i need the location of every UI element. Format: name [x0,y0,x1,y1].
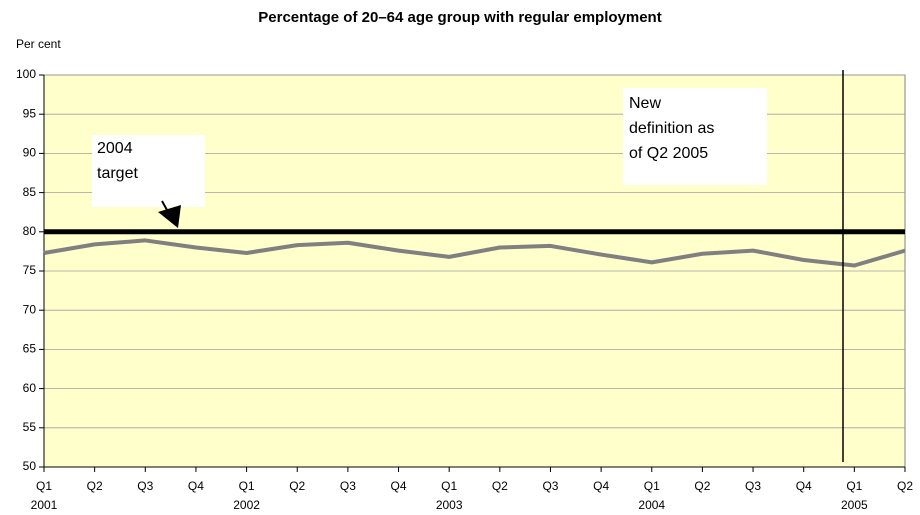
x-group-label: 2001 [31,498,58,512]
annotation-text: definition as [629,120,714,137]
x-tick-label: Q1 [846,479,862,493]
x-tick-label: Q1 [644,479,660,493]
annotation-box [623,88,767,185]
x-tick-label: Q3 [340,479,356,493]
y-tick-label: 60 [23,381,37,395]
x-group-label: 2003 [436,498,463,512]
y-tick-label: 70 [23,302,37,316]
x-group-label: 2002 [233,498,260,512]
x-tick-label: Q3 [137,479,153,493]
chart-title: Percentage of 20–64 age group with regul… [258,9,661,26]
x-tick-label: Q2 [897,479,913,493]
y-tick-label: 55 [23,420,37,434]
y-tick-label: 75 [23,263,37,277]
x-group-label: 2004 [638,498,665,512]
y-tick-label: 65 [23,342,37,356]
y-tick-label: 95 [23,106,37,120]
x-tick-label: Q2 [289,479,305,493]
x-group-label: 2005 [841,498,868,512]
x-tick-label: Q4 [796,479,812,493]
y-tick-label: 85 [23,185,37,199]
y-tick-label: 90 [23,146,37,160]
x-tick-label: Q2 [694,479,710,493]
annotation-text: target [97,165,138,182]
annotation-box [92,135,205,207]
x-tick-label: Q1 [36,479,52,493]
x-tick-label: Q4 [188,479,204,493]
annotation-text: of Q2 2005 [629,145,708,162]
y-tick-label: 50 [23,459,37,473]
x-tick-label: Q1 [441,479,457,493]
x-tick-label: Q2 [87,479,103,493]
x-tick-label: Q3 [542,479,558,493]
x-tick-label: Q3 [745,479,761,493]
x-tick-label: Q4 [593,479,609,493]
annotation-text: New [629,95,661,112]
arrow-head [158,205,181,228]
x-tick-label: Q4 [391,479,407,493]
series-line [43,238,906,268]
y-tick-label: 100 [16,67,36,81]
y-tick-label: 80 [23,224,37,238]
annotation-text: 2004 [97,140,133,157]
y-axis-label: Per cent [16,37,61,51]
x-tick-label: Q2 [492,479,508,493]
x-tick-label: Q1 [239,479,255,493]
